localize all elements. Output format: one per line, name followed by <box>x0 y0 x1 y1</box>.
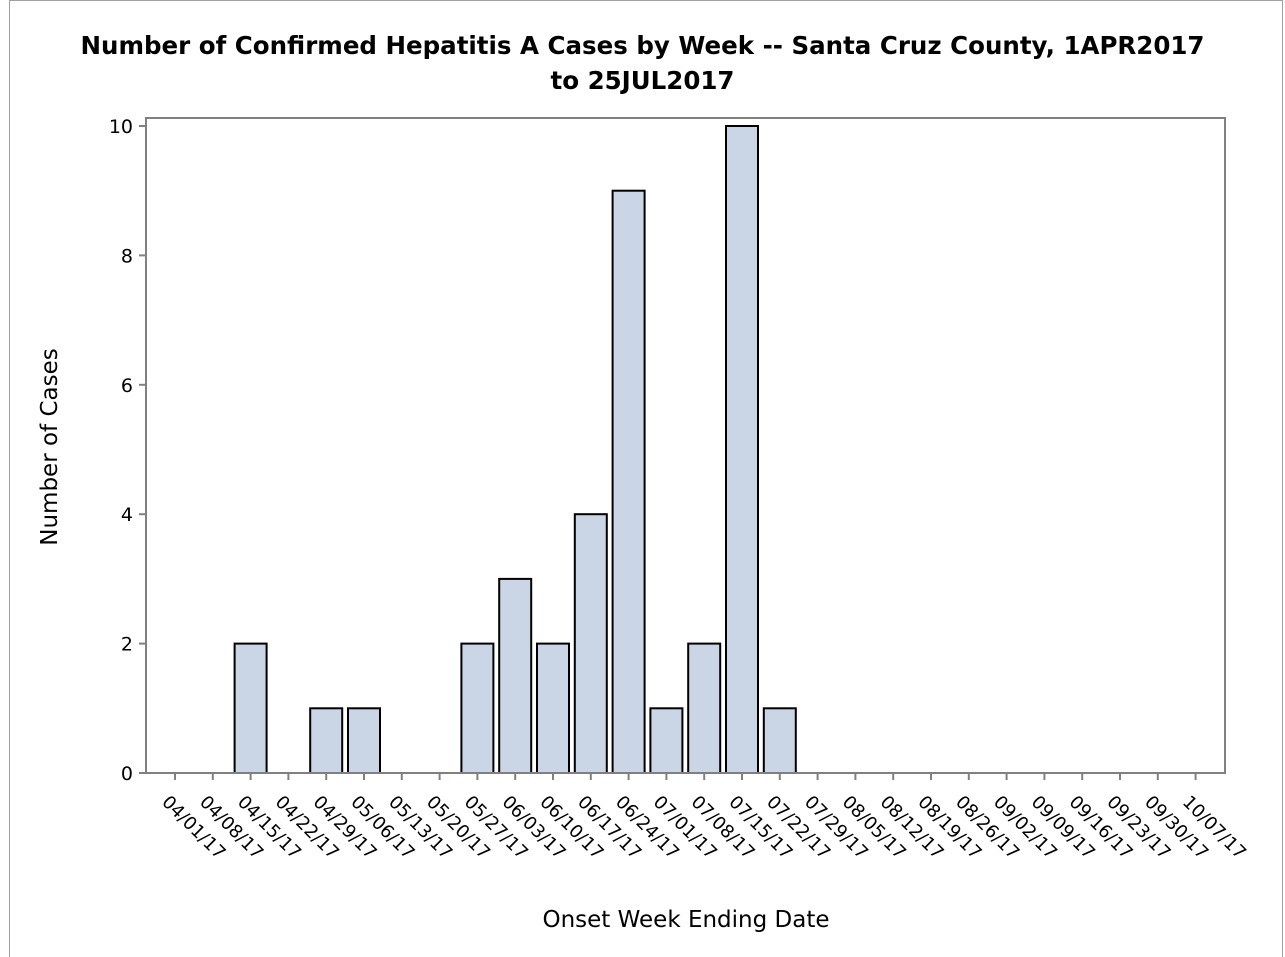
axes-group <box>145 117 1226 774</box>
bar <box>762 707 797 774</box>
chart-title-line-1: Number of Confirmed Hepatitis A Cases by… <box>80 31 1205 60</box>
y-axis-ticks: 0 2 4 6 8 10 <box>109 116 146 785</box>
x-axis-ticks: 04/01/1704/08/1704/15/1704/22/1704/29/17… <box>157 773 1250 864</box>
y-tick-label: 10 <box>109 116 133 138</box>
bar <box>611 189 646 774</box>
bar <box>687 642 722 774</box>
chart-title-line-2: to 25JUL2017 <box>550 66 735 95</box>
bar <box>460 642 495 774</box>
y-axis-label: Number of Cases <box>37 348 63 546</box>
bar <box>725 125 759 774</box>
bar <box>347 707 381 774</box>
y-tick-label: 8 <box>121 245 133 267</box>
chart-title: Number of Confirmed Hepatitis A Cases by… <box>30 28 1255 98</box>
plot-area-border <box>145 117 1226 774</box>
x-axis-label: Onset Week Ending Date <box>542 907 830 933</box>
y-tick-label: 4 <box>121 504 133 526</box>
y-tick-label: 6 <box>121 375 133 397</box>
bar <box>498 577 533 775</box>
y-tick-label: 0 <box>121 763 133 785</box>
y-tick-label: 2 <box>121 634 133 656</box>
bar <box>536 642 570 774</box>
bar <box>649 707 684 774</box>
bar <box>573 513 608 774</box>
bars-group <box>159 125 1212 775</box>
chart-frame <box>9 0 1283 957</box>
bar <box>233 642 268 774</box>
bar <box>309 707 344 774</box>
